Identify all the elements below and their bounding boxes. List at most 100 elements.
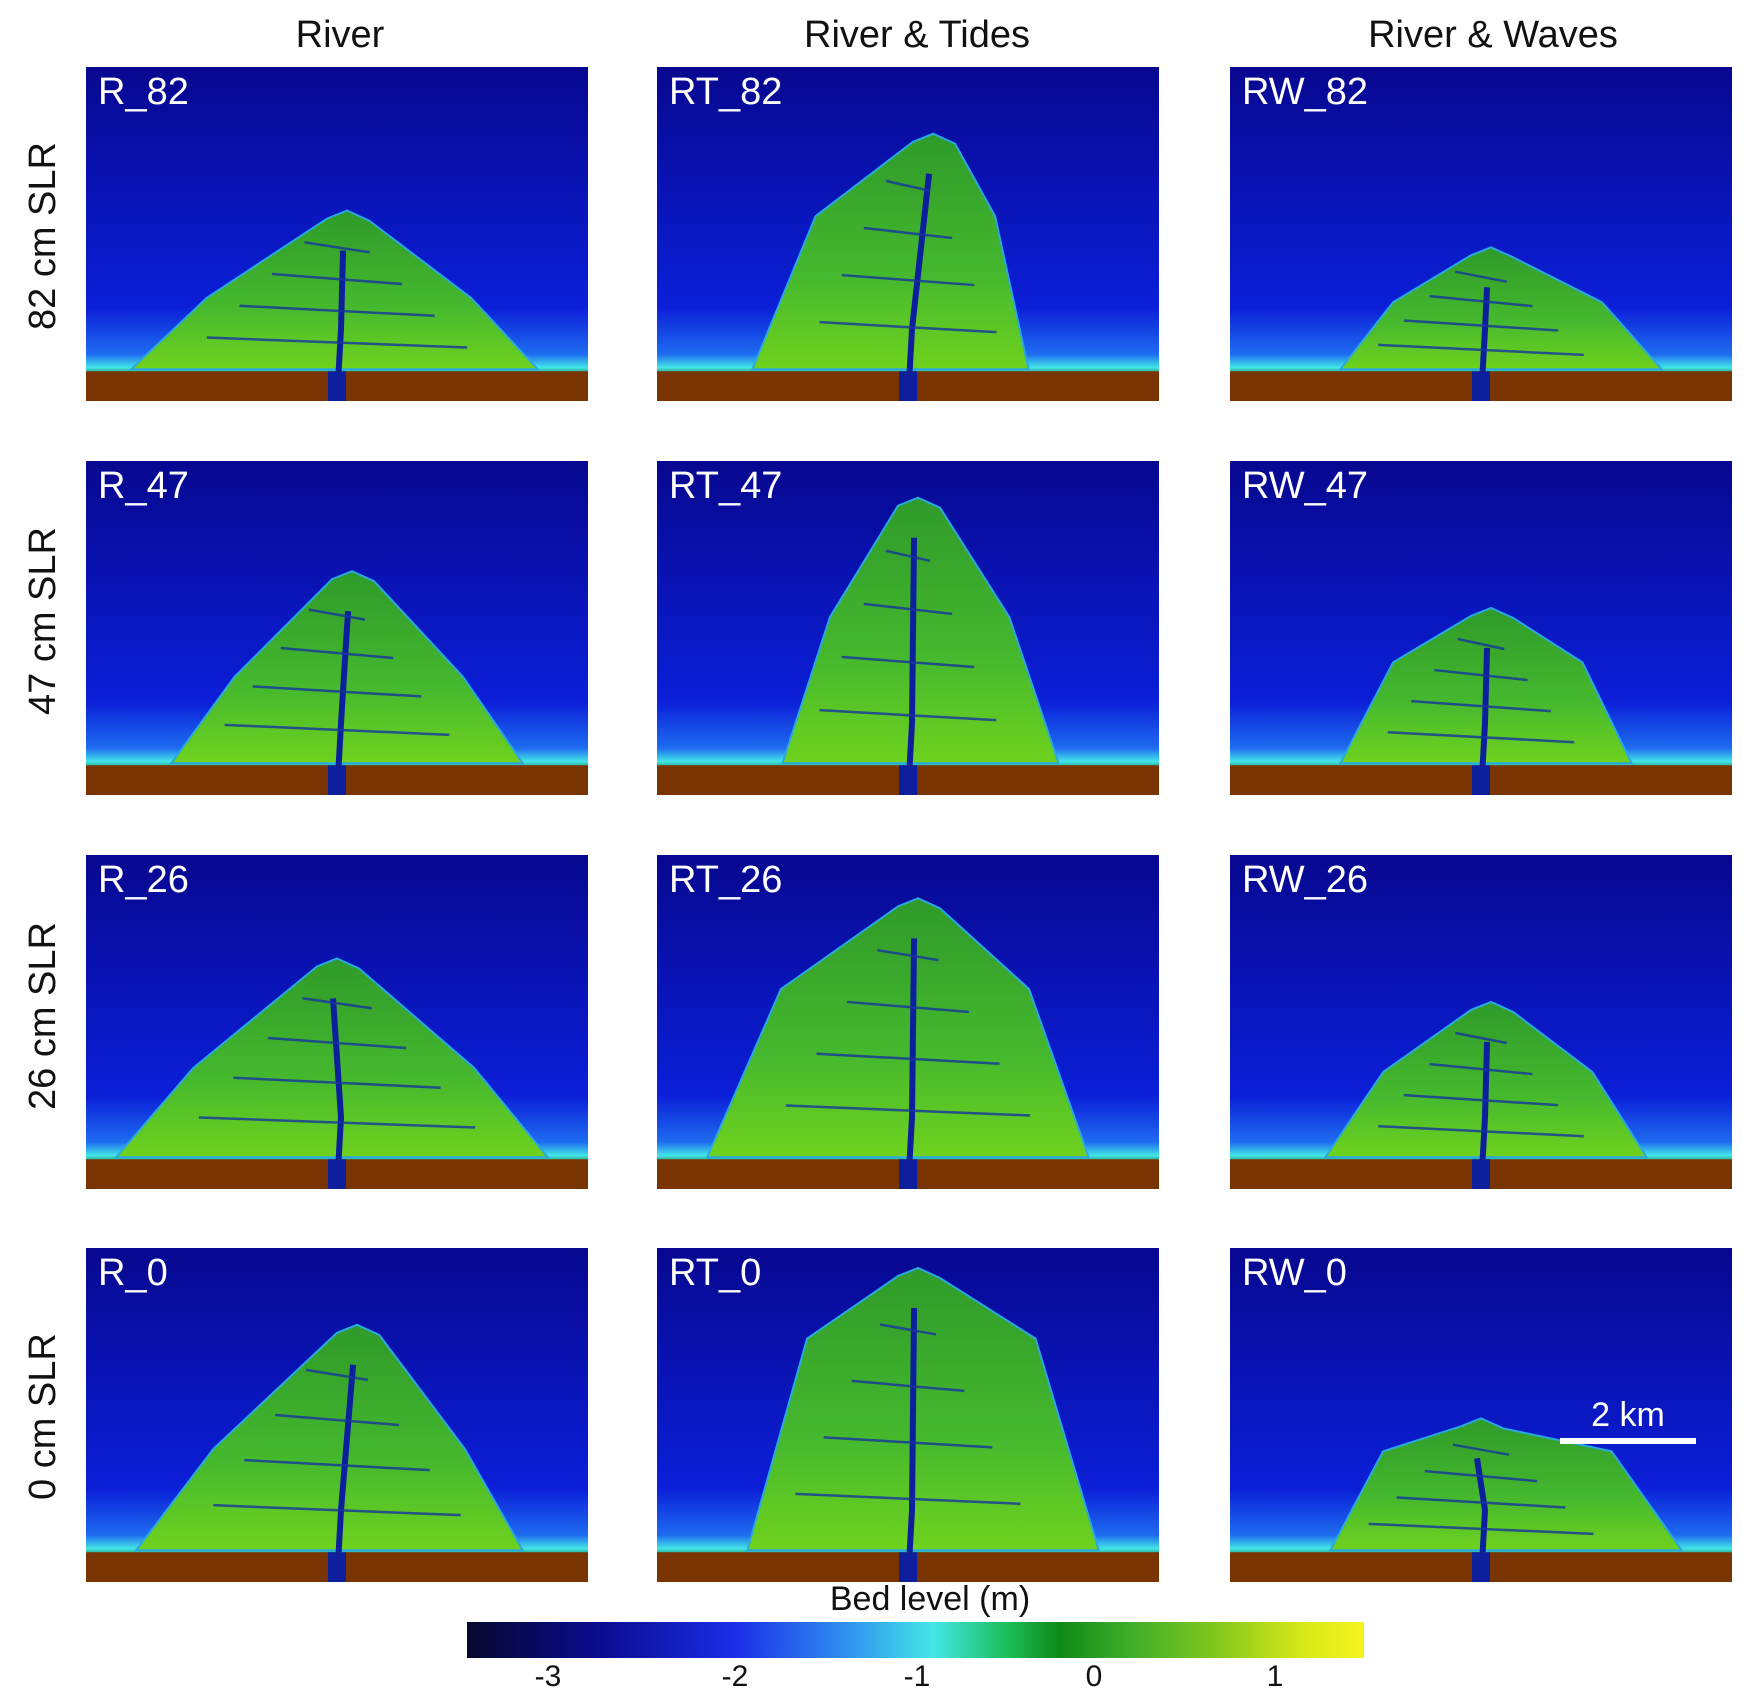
distributary-channel (841, 273, 975, 287)
distributary-channel (1411, 699, 1551, 713)
distributary-channel (1434, 668, 1528, 682)
river-inlet (1472, 1552, 1490, 1582)
panel-label: RT_0 (669, 1252, 762, 1294)
distributary-channel (819, 320, 997, 334)
colorbar-tick: -1 (903, 1660, 931, 1693)
delta-body (1338, 246, 1664, 371)
distributary-channel (1387, 730, 1575, 744)
delta-map (86, 67, 588, 401)
river-inlet (328, 1552, 346, 1582)
panel-label: R_26 (98, 859, 189, 901)
column-title-river-tides: River & Tides (804, 14, 1030, 56)
delta-map (86, 1248, 588, 1582)
panel-label: RW_47 (1242, 465, 1369, 507)
distributary-channel (877, 948, 939, 962)
delta-body (705, 897, 1091, 1159)
delta-body (746, 1266, 1101, 1552)
colorbar-tick: -3 (534, 1660, 562, 1693)
distributary-channel (1403, 1093, 1559, 1107)
river-inlet (899, 1159, 917, 1189)
distributary-channel (846, 1000, 970, 1014)
delta-map (657, 461, 1159, 795)
distributary-channel (244, 1458, 430, 1472)
distributary-channel (198, 1116, 476, 1129)
river-inlet (1472, 765, 1490, 795)
panel-label: RT_47 (669, 465, 783, 507)
distributary-channel (305, 1368, 369, 1382)
delta-body (128, 209, 541, 371)
delta-body (750, 132, 1030, 371)
distributary-channel (1403, 319, 1559, 332)
panel-label: RW_26 (1242, 859, 1369, 901)
river-inlet (899, 765, 917, 795)
river-inlet (1472, 371, 1490, 401)
panel-label: RT_26 (669, 859, 783, 901)
distributary-channel (1368, 1522, 1594, 1536)
distributary-channel (224, 723, 450, 737)
delta-body (781, 496, 1060, 765)
delta-map (1230, 67, 1732, 401)
delta-map (86, 461, 588, 795)
distributary-channel (863, 226, 953, 240)
colorbar-tick: -2 (721, 1660, 749, 1693)
colorbar-title: Bed level (m) (829, 1580, 1031, 1618)
distributary-channel (304, 241, 370, 254)
distributary-channel (271, 272, 403, 286)
delta-map (657, 67, 1159, 401)
distributary-channel (1429, 1062, 1533, 1076)
distributary-channel (233, 1076, 441, 1090)
delta-panel: RT_82 (657, 67, 1159, 401)
row-title-82cm: 82 cm SLR (22, 142, 64, 330)
distributary-channel (1396, 1496, 1566, 1509)
row-title-47cm: 47 cm SLR (22, 527, 64, 715)
distributary-channel (1457, 637, 1505, 651)
delta-panel: R_26 (86, 855, 588, 1189)
delta-panel: RW_26 (1230, 855, 1732, 1189)
column-title-river-waves: River & Waves (1368, 14, 1618, 56)
delta-map (657, 855, 1159, 1189)
river-inlet (328, 765, 346, 795)
distributary-channel (863, 602, 953, 616)
delta-body (1328, 1417, 1684, 1552)
delta-map (86, 855, 588, 1189)
distributary-channel (239, 304, 435, 318)
delta-map (657, 1248, 1159, 1582)
panel-label: RW_0 (1242, 1252, 1347, 1294)
delta-panel: RW_47 (1230, 461, 1732, 795)
distributary-channel (819, 708, 997, 722)
delta-panel: R_0 (86, 1248, 588, 1582)
delta-panel: RW_82 (1230, 67, 1732, 401)
river-inlet (328, 1159, 346, 1189)
distributary-channel (1378, 1124, 1584, 1138)
distributary-channel (885, 549, 931, 563)
distributary-channel (1378, 343, 1584, 357)
colorbar (467, 1622, 1364, 1658)
distributary-channel (841, 655, 975, 669)
distributary-channel (785, 1104, 1031, 1117)
delta-panel: RT_47 (657, 461, 1159, 795)
distributary-channel (795, 1492, 1021, 1506)
distributary-channel (1429, 294, 1533, 308)
panel-label: R_0 (98, 1252, 168, 1294)
panel-label: R_47 (98, 465, 189, 507)
distributary-channel (851, 1379, 965, 1393)
distributary-channel (879, 1323, 937, 1336)
row-title-26cm: 26 cm SLR (22, 922, 64, 1110)
distributary-channel (308, 608, 366, 621)
distributary-channel (267, 1036, 407, 1050)
delta-panel: R_47 (86, 461, 588, 795)
distributary-channel (213, 1503, 461, 1517)
river-inlet (328, 371, 346, 401)
delta-map (1230, 855, 1732, 1189)
colorbar-tick: 0 (1085, 1660, 1103, 1693)
river-inlet (899, 371, 917, 401)
row-title-0cm: 0 cm SLR (22, 1333, 64, 1500)
delta-body (113, 957, 550, 1159)
colorbar-tick: 1 (1266, 1660, 1284, 1693)
delta-map (1230, 461, 1732, 795)
panel-label: RT_82 (669, 71, 783, 113)
distributary-channel (816, 1052, 1000, 1065)
distributary-channel (206, 336, 468, 349)
distributary-channel (823, 1436, 993, 1449)
distributary-channel (885, 179, 931, 193)
